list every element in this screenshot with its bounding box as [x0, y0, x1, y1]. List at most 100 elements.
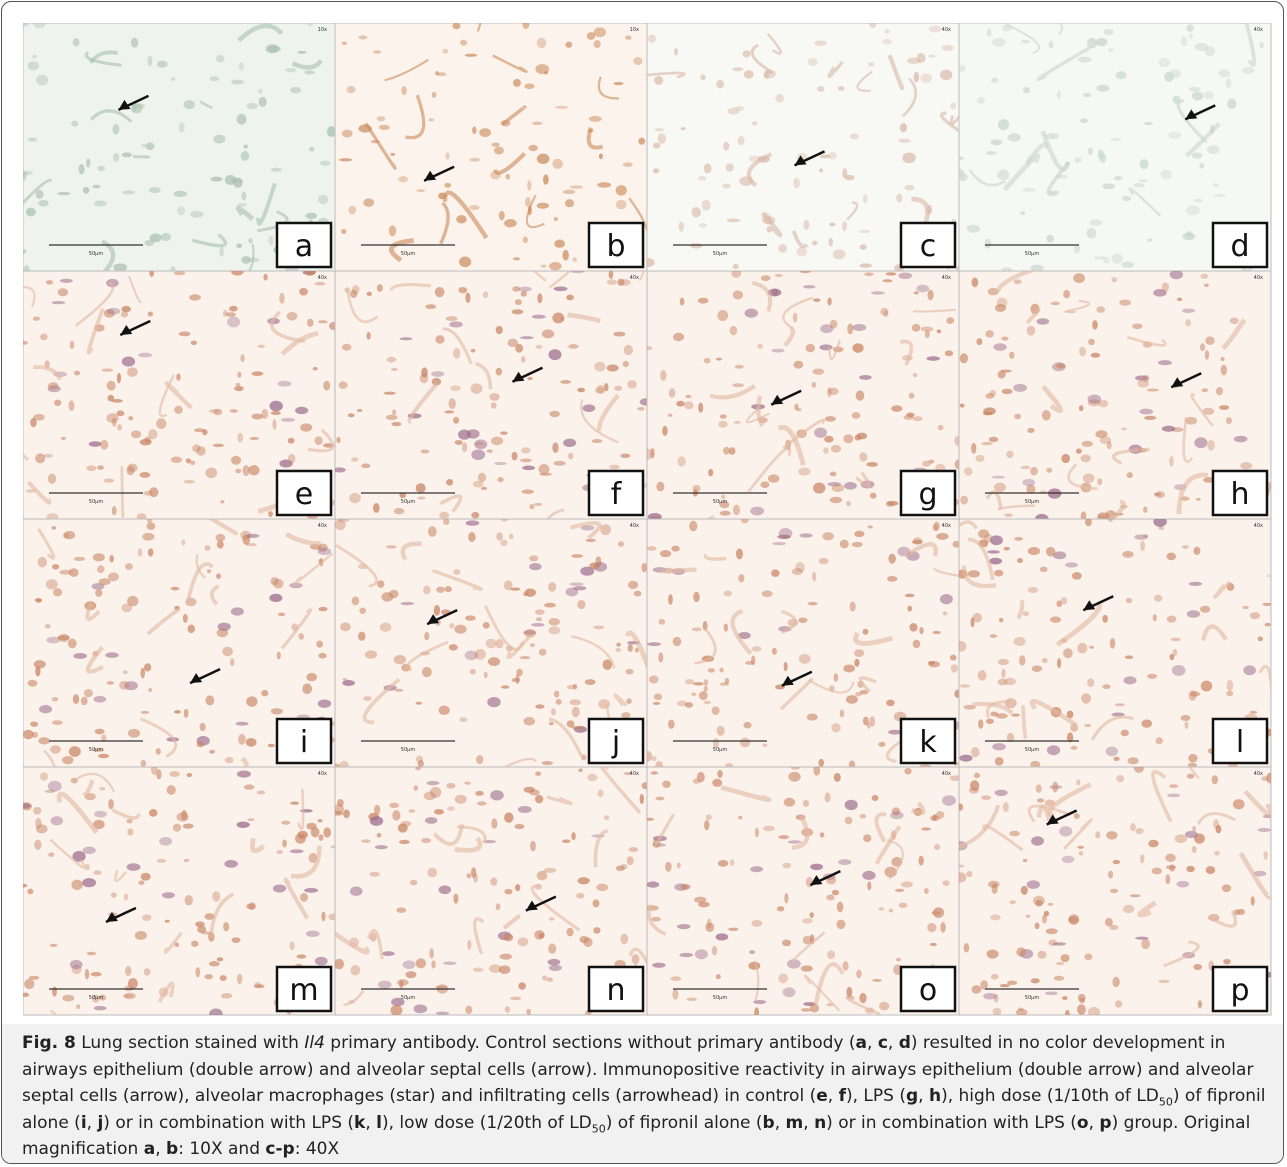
cell: [718, 860, 729, 867]
cell: [1185, 319, 1191, 326]
cell: [989, 558, 1002, 565]
cell: [801, 965, 813, 971]
cell: [1165, 854, 1176, 862]
cell: [556, 699, 562, 705]
cell: [986, 151, 996, 155]
cell: [615, 648, 621, 652]
magnification: 40x: [1254, 771, 1263, 777]
cell: [704, 701, 711, 705]
cell: [562, 839, 570, 843]
cell: [471, 349, 476, 353]
cell: [465, 292, 470, 303]
cell: [87, 952, 96, 956]
caption-text: p: [1099, 1113, 1111, 1133]
cell: [987, 550, 1000, 553]
cell: [374, 805, 380, 815]
cell: [936, 533, 948, 540]
cell: [99, 787, 105, 791]
cell: [685, 679, 694, 685]
cell: [167, 785, 176, 795]
cell: [318, 653, 326, 659]
cell: [817, 86, 824, 92]
cell: [496, 639, 504, 649]
cell: [783, 987, 796, 997]
cell: [699, 691, 708, 700]
cell: [890, 811, 904, 819]
cell: [942, 795, 956, 806]
cell: [1147, 389, 1159, 392]
cell: [86, 158, 91, 167]
caption-text: b: [763, 1113, 775, 1133]
cell: [469, 205, 479, 210]
cell: [38, 200, 48, 206]
cell: [744, 70, 754, 78]
cell: [1047, 745, 1060, 755]
cell: [1194, 547, 1201, 555]
cell: [1013, 384, 1027, 392]
cell: [1147, 238, 1152, 241]
cell: [735, 365, 744, 369]
cell: [1019, 655, 1025, 665]
cell: [912, 324, 920, 332]
septum: [122, 466, 123, 516]
cell: [1112, 253, 1123, 263]
cell: [1185, 231, 1193, 237]
cell: [122, 190, 135, 194]
cell: [165, 920, 170, 923]
panel: 50µm40xo: [646, 765, 962, 1017]
cell: [1023, 611, 1029, 616]
caption-text: ,: [918, 1086, 929, 1106]
cell: [548, 582, 556, 592]
cell: [1081, 693, 1091, 703]
cell: [521, 356, 525, 362]
cell: [1195, 43, 1208, 51]
cell: [38, 557, 47, 568]
cell: [723, 590, 732, 596]
cell: [1121, 261, 1134, 267]
cell: [476, 755, 483, 764]
caption-text: k: [354, 1113, 365, 1133]
cell: [879, 1002, 889, 1011]
cell: [668, 414, 672, 417]
cell: [1077, 1004, 1086, 1015]
caption-text: ,: [828, 1086, 839, 1106]
cell: [616, 185, 627, 196]
cell: [596, 884, 608, 892]
cell: [1061, 454, 1070, 463]
cell: [913, 416, 923, 421]
cell: [298, 633, 304, 640]
cell: [924, 888, 929, 894]
cell: [427, 781, 440, 785]
cell: [205, 695, 214, 705]
cell: [455, 440, 463, 445]
cell: [386, 415, 398, 420]
cell: [708, 668, 715, 673]
cell: [1028, 587, 1039, 593]
cell: [148, 56, 153, 67]
cell: [231, 607, 244, 615]
cell: [933, 631, 941, 634]
cell: [436, 1012, 449, 1015]
caption-text: primary antibody. Control sections witho…: [325, 1033, 856, 1053]
cell: [1014, 537, 1023, 541]
cell: [1049, 41, 1054, 49]
cell: [346, 86, 355, 93]
cell: [515, 299, 522, 305]
cell: [112, 506, 117, 515]
cell: [793, 178, 800, 189]
cell: [377, 284, 383, 292]
cell: [361, 464, 370, 469]
cell: [1154, 595, 1163, 602]
cell: [320, 161, 331, 166]
cell: [71, 121, 78, 127]
cell: [676, 401, 684, 407]
cell: [112, 399, 123, 403]
cell: [942, 45, 954, 51]
panel-label: g: [918, 477, 937, 512]
cell: [569, 699, 581, 705]
cell: [1009, 831, 1020, 837]
cell: [450, 385, 460, 391]
cell: [157, 61, 168, 68]
cell: [802, 918, 813, 923]
cell: [563, 439, 576, 447]
